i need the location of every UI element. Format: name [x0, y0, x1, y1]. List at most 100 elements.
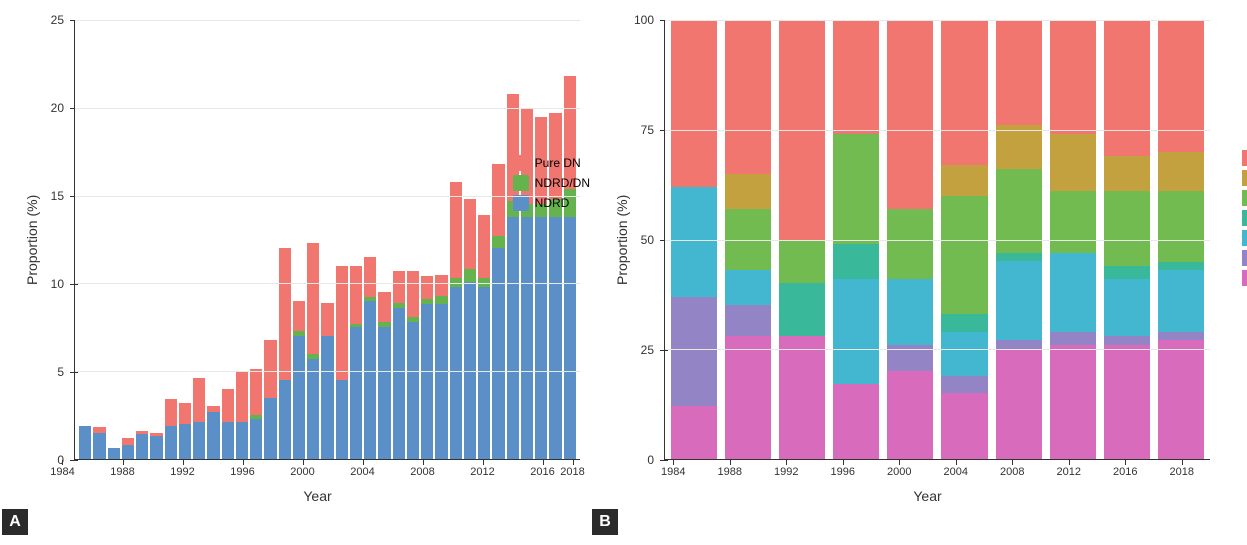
bar-segment [264, 398, 276, 459]
gridline [665, 130, 1210, 131]
x-tick [303, 460, 304, 465]
legend-swatch [1242, 190, 1247, 206]
bar-segment [492, 236, 504, 248]
y-axis-label-a: Proportion (%) [20, 20, 40, 460]
bar [250, 20, 262, 459]
bar [492, 20, 504, 459]
x-tick [843, 460, 844, 465]
bar [293, 20, 305, 459]
bar-segment [1104, 156, 1150, 191]
bar-segment [207, 412, 219, 459]
y-tick-label: 10 [51, 277, 64, 291]
panel-a: Proportion (%) 0510152025 Pure DNNDRD/DN… [20, 20, 580, 525]
x-tick-label: 1996 [831, 466, 855, 478]
bar-segment [941, 20, 987, 165]
bar-segment [165, 426, 177, 459]
legend-item: MCD [1242, 210, 1247, 226]
bar-segment [122, 438, 134, 445]
x-tick [673, 460, 674, 465]
x-tick-label: 2012 [1057, 466, 1081, 478]
bar [507, 20, 519, 459]
bar [478, 20, 490, 459]
y-axis-b: 0255075100 [630, 20, 665, 460]
bar-segment [996, 261, 1042, 340]
x-tick [899, 460, 900, 465]
bar-segment [725, 20, 771, 174]
bar-segment [393, 271, 405, 303]
bar [136, 20, 148, 459]
legend-item: NDRD/DN [513, 175, 590, 191]
legend-a: Pure DN NDRD/DN NDRD [513, 155, 590, 211]
panel-b: Proportion (%) 0255075100 DNFSGSIGANMCDM… [610, 20, 1210, 525]
bar-segment [364, 257, 376, 297]
bar-segment [507, 217, 519, 459]
gridline [75, 283, 580, 284]
bar-segment [564, 217, 576, 459]
bar-segment [1158, 332, 1204, 341]
legend-item: Pure DN [513, 155, 590, 171]
bar-segment [222, 422, 234, 459]
y-tick-label: 25 [641, 343, 654, 357]
bar-segment [1050, 332, 1096, 345]
x-axis-a: Year 19841988199219962000200420082012201… [55, 460, 580, 510]
legend-item: DN [1242, 150, 1247, 166]
panel-badge-a: A [2, 509, 28, 535]
bar [336, 20, 348, 459]
bar-segment [364, 301, 376, 459]
bar-segment [671, 297, 717, 407]
bar-segment [941, 393, 987, 459]
x-tick-label: 2012 [470, 466, 494, 478]
bar-segment [725, 270, 771, 305]
bar [179, 20, 191, 459]
bar-segment [464, 199, 476, 269]
legend-swatch [513, 195, 529, 211]
bar [321, 20, 333, 459]
y-tick-label: 75 [641, 123, 654, 137]
bar [122, 20, 134, 459]
x-tick-label: 2000 [290, 466, 314, 478]
bar-segment [321, 303, 333, 336]
x-tick [243, 460, 244, 465]
y-tick-label: 5 [57, 365, 64, 379]
x-tick [183, 460, 184, 465]
bar-segment [671, 406, 717, 459]
bar-segment [407, 271, 419, 317]
x-tick-label: 2008 [1000, 466, 1024, 478]
bar [193, 20, 205, 459]
bar [307, 20, 319, 459]
x-axis-label-a: Year [303, 488, 331, 504]
bar-segment [1104, 345, 1150, 459]
figure-container: Proportion (%) 0510152025 Pure DNNDRD/DN… [20, 20, 1227, 525]
y-axis-label-b: Proportion (%) [610, 20, 630, 460]
legend-item: NDRD [513, 195, 590, 211]
legend-b: DNFSGSIGANMCDMNMPGNOthers [1242, 150, 1247, 286]
bar-segment [725, 174, 771, 209]
legend-item: MN [1242, 230, 1247, 246]
bar [435, 20, 447, 459]
chart-b-area: Proportion (%) 0255075100 DNFSGSIGANMCDM… [610, 20, 1210, 460]
x-tick [1182, 460, 1183, 465]
bar-segment [833, 384, 879, 459]
bars-a [75, 20, 580, 459]
bar-segment [671, 20, 717, 187]
bar-segment [996, 125, 1042, 169]
bar-segment [725, 336, 771, 459]
bar-segment [1158, 262, 1204, 271]
bar-segment [1104, 279, 1150, 336]
y-tick-label: 50 [641, 233, 654, 247]
bar-segment [307, 243, 319, 354]
bar-segment [136, 434, 148, 459]
bar [535, 20, 547, 459]
x-tick-label: 1988 [718, 466, 742, 478]
x-tick [730, 460, 731, 465]
bar-segment [671, 187, 717, 297]
gridline [75, 371, 580, 372]
bar-segment [1158, 152, 1204, 192]
gridline [75, 108, 580, 109]
bar-segment [833, 244, 879, 279]
gridline [75, 20, 580, 21]
x-tick-label: 2016 [1113, 466, 1137, 478]
bar-segment [435, 296, 447, 305]
x-tick-label: 2004 [350, 466, 374, 478]
legend-swatch [513, 175, 529, 191]
